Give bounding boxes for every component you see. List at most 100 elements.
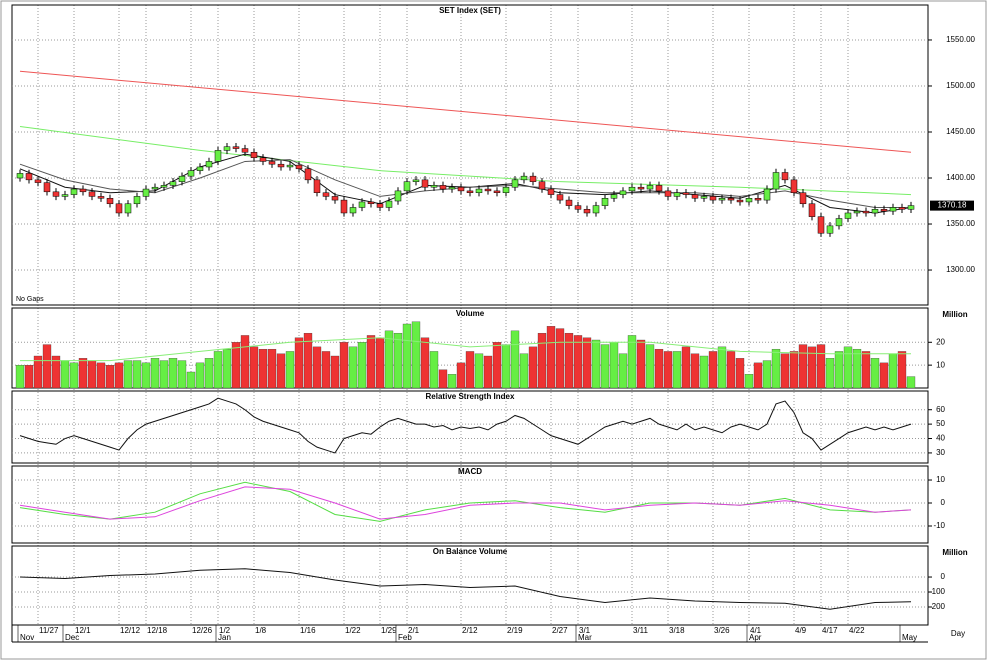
volume-bar: [348, 346, 358, 389]
volume-bar: [573, 335, 583, 389]
month-label: Feb: [398, 633, 412, 642]
volume-bar: [861, 351, 871, 389]
candle-body: [700, 196, 708, 199]
x-tick-label: 2/12: [462, 626, 478, 635]
candle-body: [124, 203, 132, 214]
y-tick-label: 1550.00: [946, 35, 975, 44]
candle-body: [349, 207, 357, 214]
candle-body: [277, 163, 285, 168]
volume-bar: [771, 348, 781, 389]
candle-body: [322, 192, 330, 197]
x-tick-label: 1/16: [300, 626, 316, 635]
indicator-line: [19, 397, 912, 454]
volume-bar: [366, 335, 376, 389]
volume-bar: [447, 374, 457, 389]
volume-bar: [519, 353, 529, 389]
candle-body: [781, 172, 789, 181]
candle-body: [16, 173, 24, 179]
candle-body: [520, 175, 528, 181]
y-tick-label: 40: [936, 434, 945, 443]
panel-title: Relative Strength Index: [426, 392, 515, 401]
candle-body: [52, 191, 60, 197]
candle-body: [835, 218, 843, 227]
volume-bar: [789, 351, 799, 389]
volume-bar: [357, 342, 367, 389]
volume-bar: [321, 351, 331, 389]
candle-body: [799, 192, 807, 205]
candle-body: [646, 185, 654, 190]
volume-bar: [807, 346, 817, 389]
candle-body: [862, 210, 870, 214]
month-label: Jan: [218, 633, 231, 642]
candle-body: [727, 198, 735, 201]
candle-body: [79, 188, 87, 193]
volume-bar: [240, 335, 250, 389]
candle-body: [160, 185, 168, 188]
y-tick-label: 10: [936, 475, 945, 484]
candle-body: [259, 157, 267, 162]
indicator-line: [19, 486, 912, 520]
volume-bar: [546, 326, 556, 389]
volume-bar: [123, 360, 133, 389]
volume-bar: [753, 362, 763, 389]
volume-bar: [96, 362, 106, 389]
candle-body: [592, 205, 600, 214]
candle-body: [268, 161, 276, 165]
candle-body: [889, 207, 897, 212]
candle-body: [232, 146, 240, 149]
candle-body: [709, 196, 717, 201]
volume-bar: [906, 376, 916, 389]
candle-body: [853, 210, 861, 214]
panel-title: MACD: [458, 467, 482, 476]
candle-body: [610, 194, 618, 199]
volume-bar: [609, 342, 619, 389]
volume-bar: [231, 342, 241, 389]
candle-body: [745, 198, 753, 203]
candle-body: [331, 196, 339, 201]
volume-bar: [708, 351, 718, 389]
candle-body: [106, 198, 114, 205]
x-tick-label: 2/19: [507, 626, 523, 635]
volume-bar: [177, 360, 187, 389]
x-tick-label: 4/17: [822, 626, 838, 635]
y-tick-label: 0: [941, 498, 946, 507]
volume-bar: [105, 364, 115, 389]
candle-body: [223, 146, 231, 151]
candle-body: [826, 225, 834, 234]
candle-body: [601, 198, 609, 206]
volume-bar: [582, 337, 592, 389]
volume-bar: [726, 351, 736, 389]
volume-bar: [501, 344, 511, 389]
candle-body: [772, 172, 780, 190]
candle-body: [367, 201, 375, 205]
volume-bar: [762, 360, 772, 389]
panel-title: Volume: [456, 309, 485, 318]
candle-body: [421, 179, 429, 188]
candle-body: [178, 175, 186, 182]
candle-body: [871, 209, 879, 214]
panel-frame: [11, 390, 929, 464]
x-tick-label: 12/18: [147, 626, 168, 635]
volume-bar: [816, 344, 826, 389]
volume-bar: [411, 321, 421, 389]
volume-bar: [15, 364, 25, 389]
candle-body: [583, 209, 591, 214]
volume-bar: [672, 351, 682, 389]
volume-bar: [339, 342, 349, 389]
candle-body: [628, 186, 636, 192]
candle-body: [241, 148, 249, 153]
volume-bar: [114, 362, 124, 389]
candle-body: [808, 203, 816, 217]
panel-frame: [11, 465, 929, 544]
volume-bar: [150, 358, 160, 389]
volume-bar: [420, 337, 430, 389]
volume-bar: [141, 362, 151, 389]
volume-bar: [222, 348, 232, 389]
candle-body: [484, 188, 492, 192]
candle-body: [907, 205, 915, 210]
volume-bar: [681, 346, 691, 389]
volume-bar: [303, 332, 313, 389]
volume-bar: [213, 351, 223, 389]
x-tick-label: 1/8: [255, 626, 267, 635]
volume-bar: [483, 355, 493, 389]
